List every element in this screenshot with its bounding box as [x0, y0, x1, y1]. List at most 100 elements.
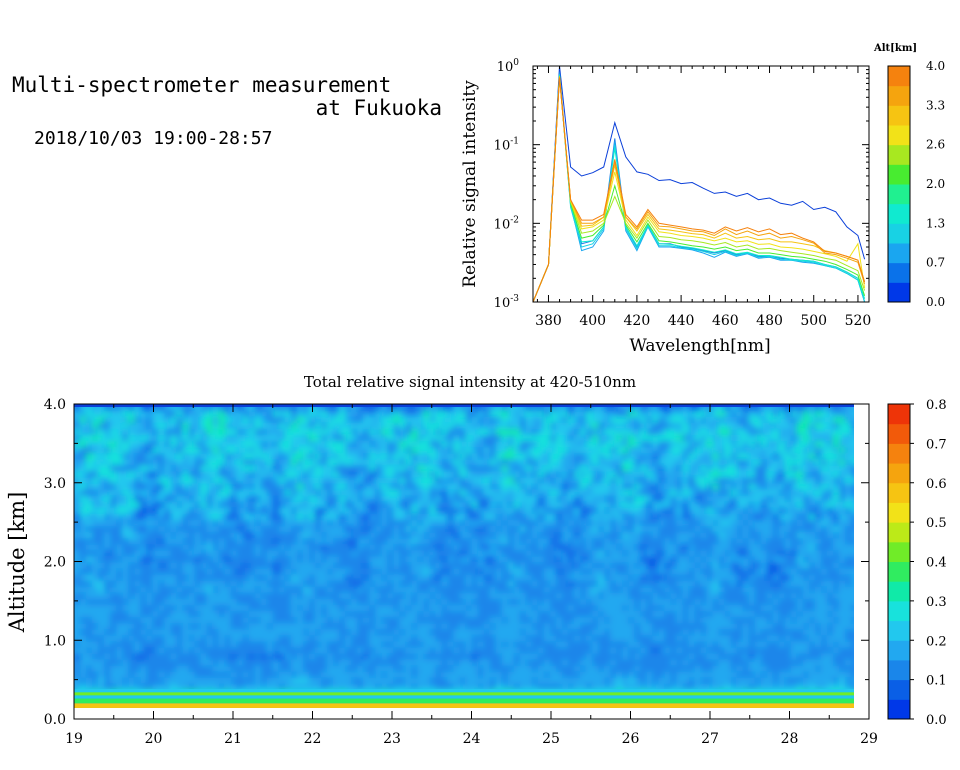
heatmap-cell [351, 574, 358, 581]
heatmap-cell [790, 646, 798, 654]
heatmap-cell [622, 677, 629, 684]
heatmap-cell [218, 646, 226, 654]
heatmap-cell [339, 671, 346, 678]
heatmap-cell [399, 476, 406, 484]
heatmap-cell [429, 622, 436, 630]
heatmap-cell [369, 610, 376, 618]
heatmap-cell [652, 567, 659, 575]
heatmap-cell [104, 507, 111, 514]
heatmap-cell [845, 580, 852, 587]
heatmap-cell [640, 537, 647, 545]
heatmap-cell [634, 482, 641, 490]
heatmap-cell [604, 646, 611, 654]
heatmap-cell [820, 519, 828, 526]
heatmap-cell [604, 507, 611, 514]
heatmap-cell [116, 622, 123, 630]
heatmap-cell [477, 561, 485, 569]
heatmap-cell [363, 598, 370, 605]
heatmap-cell [80, 580, 87, 587]
heatmap-cell [778, 586, 786, 593]
heatmap-cell [393, 634, 400, 642]
heatmap-cell [543, 501, 551, 508]
heatmap-cell [381, 665, 388, 672]
heatmap-cell [254, 531, 262, 539]
heatmap-cell [182, 519, 189, 526]
heatmap-cell [778, 555, 786, 563]
heatmap-cell [236, 671, 244, 678]
heatmap-cell [308, 659, 316, 666]
heatmap-cell [628, 561, 635, 569]
heatmap-cell [170, 646, 177, 654]
heatmap-cell [616, 622, 623, 630]
heatmap-cell [796, 501, 804, 508]
heatmap-cell [477, 555, 485, 563]
heatmap-cell [833, 555, 840, 563]
heatmap-cell [321, 470, 328, 478]
heatmap-cell [646, 580, 653, 587]
heatmap-cell [417, 525, 424, 533]
heatmap-cell [206, 549, 214, 557]
heatmap-cell [790, 482, 798, 490]
heatmap-cell [507, 677, 515, 684]
heatmap-cell [194, 482, 202, 490]
heatmap-cell [314, 677, 322, 684]
altitude-colorbar: 0.00.71.32.02.63.34.0 [887, 59, 945, 309]
heatmap-cell [465, 580, 473, 587]
heatmap-cell [754, 537, 762, 545]
heatmap-cell [381, 476, 388, 484]
heatmap-cell [447, 519, 455, 526]
heatmap-cell [146, 586, 153, 593]
heatmap-cell [784, 640, 792, 648]
heatmap-cell [236, 567, 244, 575]
heatmap-cell [266, 610, 274, 618]
heatmap-cell [586, 604, 593, 611]
heatmap-cell [742, 592, 750, 599]
heatmap-cell [616, 543, 623, 551]
heatmap-cell [802, 537, 810, 545]
heatmap-cell [188, 659, 195, 666]
heatmap-cell [399, 665, 406, 672]
heatmap-cell [399, 610, 406, 618]
heatmap-cell [74, 659, 81, 666]
heatmap-cell [405, 574, 412, 581]
heatmap-cell [290, 616, 298, 624]
heatmap-cell [104, 501, 111, 508]
heatmap-cell [742, 513, 750, 520]
heatmap-cell [284, 598, 292, 605]
heatmap-cell [519, 671, 527, 678]
heatmap-cell [134, 482, 141, 490]
heatmap-cell [423, 549, 430, 557]
heatmap-cell [712, 665, 720, 672]
heatmap-cell [543, 604, 551, 611]
heatmap-cell [549, 640, 557, 648]
heatmap-cell [537, 677, 545, 684]
heatmap-cell [778, 513, 786, 520]
heatmap-cell [766, 665, 774, 672]
heatmap-cell [820, 525, 828, 533]
heatmap-cell [592, 519, 599, 526]
heatmap-cell [580, 549, 587, 557]
heatmap-cell [441, 665, 448, 672]
heatmap-cell [682, 677, 689, 684]
heatmap-cell [646, 495, 653, 502]
heatmap-cell [670, 537, 677, 545]
heatmap-cell [465, 549, 473, 557]
heatmap-cell [152, 592, 159, 599]
heatmap-cell [549, 616, 557, 624]
heatmap-cell [833, 616, 840, 624]
altitude-colorbar-swatch [888, 125, 910, 146]
heatmap-cell [345, 555, 352, 563]
heatmap-cell [104, 677, 111, 684]
heatmap-cell [296, 671, 304, 678]
heatmap-cell [357, 652, 364, 660]
heatmap-cell [218, 567, 226, 575]
heatmap-cell [86, 549, 93, 557]
heatmap-cell [501, 561, 509, 569]
heatmap-cell [140, 501, 147, 508]
heatmap-cell [405, 537, 412, 545]
heatmap-cell [610, 628, 617, 636]
heatmap-cell [290, 525, 298, 533]
heatmap-cell [561, 495, 569, 502]
heatmap-cell [760, 537, 768, 545]
heatmap-cell [700, 634, 708, 642]
